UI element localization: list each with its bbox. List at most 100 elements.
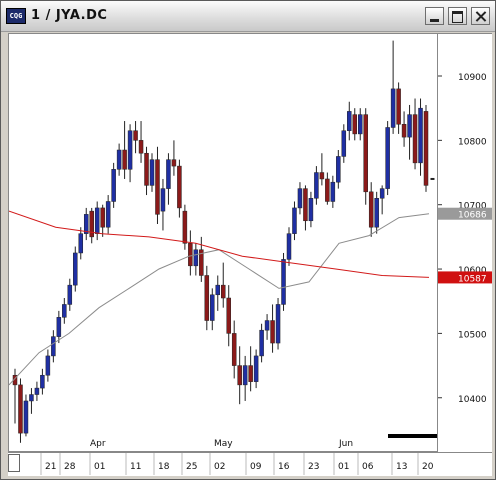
candle-body (51, 336, 56, 357)
price-box (438, 271, 492, 284)
price-box (438, 207, 492, 220)
candle-body (401, 124, 407, 138)
candle-body (34, 387, 40, 395)
candle-body (78, 233, 84, 254)
candle-body (215, 284, 221, 296)
candle-body (412, 114, 418, 164)
title-bar[interactable]: CQG 1 / JYA.DC (1, 1, 495, 32)
candle-body (275, 304, 281, 344)
minimize-button[interactable] (425, 7, 444, 25)
candle-body (374, 198, 379, 228)
candle-body (248, 365, 253, 382)
candle-body (122, 149, 127, 170)
candle-body (182, 210, 188, 244)
candle-body (396, 88, 401, 125)
candle-body (210, 294, 215, 321)
chart-scroll-box[interactable] (8, 454, 20, 472)
candle-body (116, 149, 122, 170)
candle-body (264, 320, 270, 331)
candle-body (62, 304, 67, 318)
candle-body (29, 394, 34, 402)
candle-body (303, 188, 308, 222)
candle-body (40, 374, 45, 389)
candle-body (111, 169, 116, 202)
candle-body (83, 214, 89, 234)
date-axis-label: 16 (278, 462, 290, 472)
candle-body (357, 114, 363, 135)
candle-body (368, 191, 374, 228)
candle-body (100, 207, 105, 228)
candle-body (418, 107, 423, 164)
candle-body (188, 243, 193, 267)
candle-body (379, 188, 385, 199)
candle-body (363, 114, 368, 193)
date-axis-label: 23 (308, 462, 319, 472)
candle-body (73, 252, 78, 286)
candle-body (253, 355, 259, 382)
maximize-button[interactable] (448, 7, 467, 25)
candle-body (281, 259, 286, 305)
candle-body (45, 355, 51, 376)
candle-body (286, 233, 292, 260)
date-axis-label: 13 (396, 462, 407, 472)
candle-body (105, 201, 111, 228)
price-axis[interactable]: 10900 10800 10700 10600 10500 10400 10686 10587 (438, 33, 492, 452)
price-axis-label: 10800 (458, 137, 487, 147)
candle-body (133, 130, 138, 141)
moving-average-long-line (8, 210, 430, 278)
price-axis-svg: 10900 10800 10700 10600 10500 10400 10686 10587 (438, 73, 492, 405)
date-axis-label: 11 (130, 462, 141, 472)
candle-body (138, 140, 144, 154)
window-title: 1 / JYA.DC (31, 8, 108, 23)
date-axis-svg: 21 28 01 11 18 25 02 09 16 23 01 06 13 20 (40, 453, 434, 475)
date-axis-label: 01 (94, 462, 105, 472)
candlestick-chart: Apr May Jun (8, 40, 435, 449)
candle-body (325, 178, 330, 202)
candle-body (270, 320, 275, 344)
candle-body (330, 181, 336, 202)
close-button[interactable] (471, 7, 490, 25)
candle-body (56, 317, 62, 337)
price-plot-area[interactable]: Apr May Jun (8, 33, 438, 452)
date-axis[interactable]: 21 28 01 11 18 25 02 09 16 23 01 06 13 20 (8, 452, 492, 476)
price-box-label: 10587 (458, 274, 487, 284)
cqg-app-icon: CQG (6, 8, 26, 24)
candle-body (160, 188, 166, 212)
candle-body (352, 114, 358, 135)
date-axis-label: 18 (158, 462, 170, 472)
candle-body (347, 111, 352, 131)
date-axis-label: 09 (250, 462, 262, 472)
candle-body (177, 165, 182, 209)
candle-body (89, 210, 94, 238)
month-label: Apr (90, 439, 106, 449)
price-axis-label: 10400 (458, 395, 487, 405)
price-axis-label: 10600 (458, 266, 487, 276)
candle-body (297, 188, 303, 209)
date-axis-label: 28 (64, 462, 76, 472)
price-axis-label: 10700 (458, 202, 487, 212)
candle-body (226, 297, 231, 334)
candle-body (155, 159, 160, 215)
scroll-position-bar[interactable] (388, 434, 437, 438)
price-box-label: 10686 (458, 211, 487, 221)
candle-body (23, 400, 29, 434)
month-label: Jun (338, 439, 353, 449)
candle-body (341, 130, 347, 157)
candle-body (94, 207, 100, 234)
date-axis-label: 06 (362, 462, 374, 472)
candle-body (231, 333, 237, 366)
candle-body (292, 207, 297, 234)
date-axis-label: 02 (214, 462, 225, 472)
candle-body (220, 284, 226, 299)
price-axis-label: 10500 (458, 330, 487, 340)
candle-body (166, 159, 171, 189)
candle-body (314, 172, 319, 199)
candle-body (407, 114, 412, 138)
candle-body (149, 159, 155, 186)
candle-body (336, 156, 341, 183)
date-axis-label: 21 (45, 462, 56, 472)
candle-body (319, 172, 325, 180)
candle-body (385, 127, 390, 189)
candle-body (199, 249, 204, 276)
